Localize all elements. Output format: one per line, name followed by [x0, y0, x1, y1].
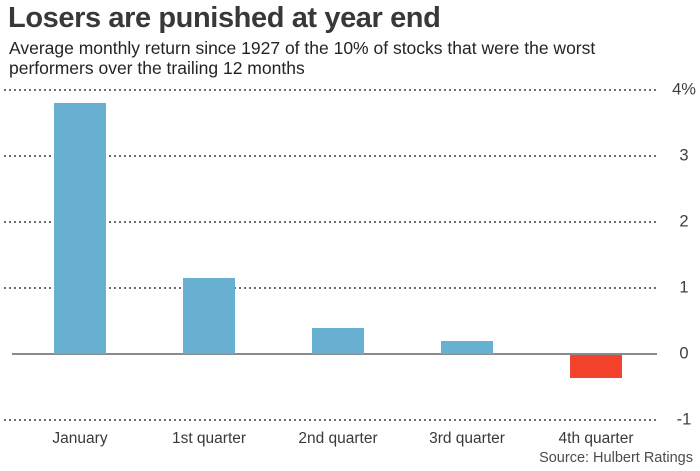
bar-january	[54, 103, 106, 354]
bar-1st-quarter	[183, 278, 235, 354]
chart-subtitle-line2: performers over the trailing 12 months	[9, 58, 305, 78]
gridline--1	[4, 419, 656, 421]
y-tick-label-3: 3	[679, 146, 689, 165]
gridline-1	[4, 287, 656, 289]
y-tick-label--1: -1	[676, 410, 692, 429]
x-category-label-4th-quarter: 4th quarter	[558, 430, 634, 447]
x-category-label-january: January	[52, 430, 108, 447]
bar-4th-quarter	[570, 355, 622, 378]
gridline-4	[4, 89, 656, 91]
x-category-label-2nd-quarter: 2nd quarter	[298, 430, 378, 447]
chart-subtitle-line1: Average monthly return since 1927 of the…	[9, 38, 596, 58]
x-category-label-1st-quarter: 1st quarter	[171, 430, 247, 447]
gridline-2	[4, 221, 656, 223]
chart-subtitle: Average monthly return since 1927 of the…	[9, 38, 595, 78]
y-tick-label-0: 0	[679, 344, 689, 363]
bar-3rd-quarter	[441, 341, 493, 354]
bar-2nd-quarter	[312, 328, 364, 354]
chart-title: Losers are punished at year end	[8, 2, 441, 34]
source-credit: Source: Hulbert Ratings	[539, 450, 693, 466]
y-tick-label-2: 2	[679, 212, 689, 231]
y-tick-label-4-: 4%	[672, 80, 696, 99]
gridline-3	[4, 155, 656, 157]
y-tick-label-1: 1	[679, 278, 689, 297]
zero-axis-line	[12, 353, 657, 355]
x-category-label-3rd-quarter: 3rd quarter	[429, 430, 505, 447]
